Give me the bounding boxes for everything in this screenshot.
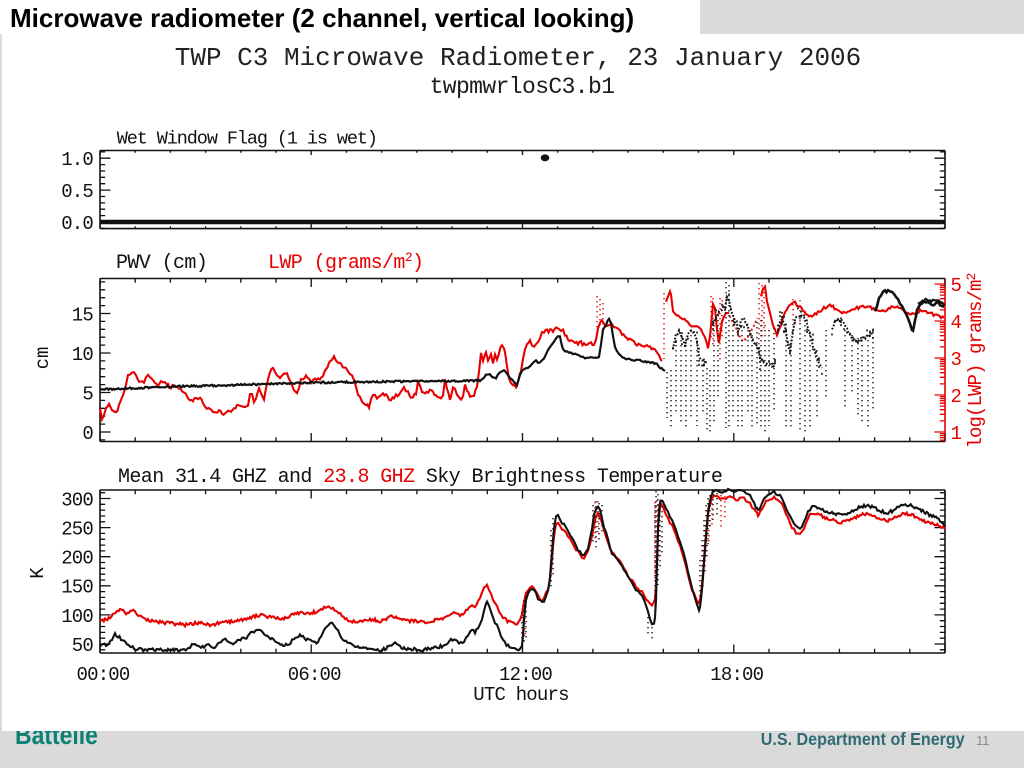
svg-text:Mean 31.4 GHZ and 23.8 GHZ Sky: Mean 31.4 GHZ and 23.8 GHZ Sky Brightnes…	[118, 466, 722, 489]
svg-text:10: 10	[72, 344, 94, 366]
svg-text:15: 15	[72, 304, 94, 326]
svg-text:TWP C3 Microwave Radiometer, 2: TWP C3 Microwave Radiometer, 23 January …	[175, 43, 862, 73]
svg-text:100: 100	[61, 606, 93, 628]
svg-text:18:00: 18:00	[710, 664, 763, 686]
svg-text:cm: cm	[32, 347, 54, 370]
svg-text:3: 3	[951, 349, 962, 371]
svg-text:0.0: 0.0	[61, 213, 93, 235]
svg-text:Wet Window Flag (1 is wet): Wet Window Flag (1 is wet)	[117, 129, 377, 150]
svg-text:300: 300	[61, 489, 93, 511]
svg-text:UTC hours: UTC hours	[473, 684, 568, 706]
svg-text:0.5: 0.5	[61, 181, 93, 203]
svg-text:LWP (grams/m2): LWP (grams/m2)	[268, 250, 423, 275]
svg-text:1.0: 1.0	[61, 149, 93, 171]
svg-text:4: 4	[951, 312, 962, 334]
svg-text:PWV (cm): PWV (cm)	[116, 252, 207, 275]
svg-text:250: 250	[61, 519, 93, 541]
svg-text:twpmwrlosC3.b1: twpmwrlosC3.b1	[430, 74, 615, 100]
svg-text:5: 5	[82, 383, 93, 405]
svg-text:12:00: 12:00	[499, 664, 552, 686]
svg-text:5: 5	[951, 275, 962, 297]
svg-text:50: 50	[72, 635, 94, 657]
svg-text:150: 150	[61, 577, 93, 599]
svg-text:K: K	[27, 567, 49, 579]
svg-text:log(LWP) grams/m2: log(LWP) grams/m2	[964, 273, 987, 448]
svg-text:06:00: 06:00	[288, 664, 341, 686]
svg-text:1: 1	[951, 423, 962, 445]
svg-text:200: 200	[61, 548, 93, 570]
svg-text:00:00: 00:00	[76, 664, 129, 686]
svg-text:0: 0	[82, 423, 93, 445]
svg-text:2: 2	[951, 386, 962, 408]
